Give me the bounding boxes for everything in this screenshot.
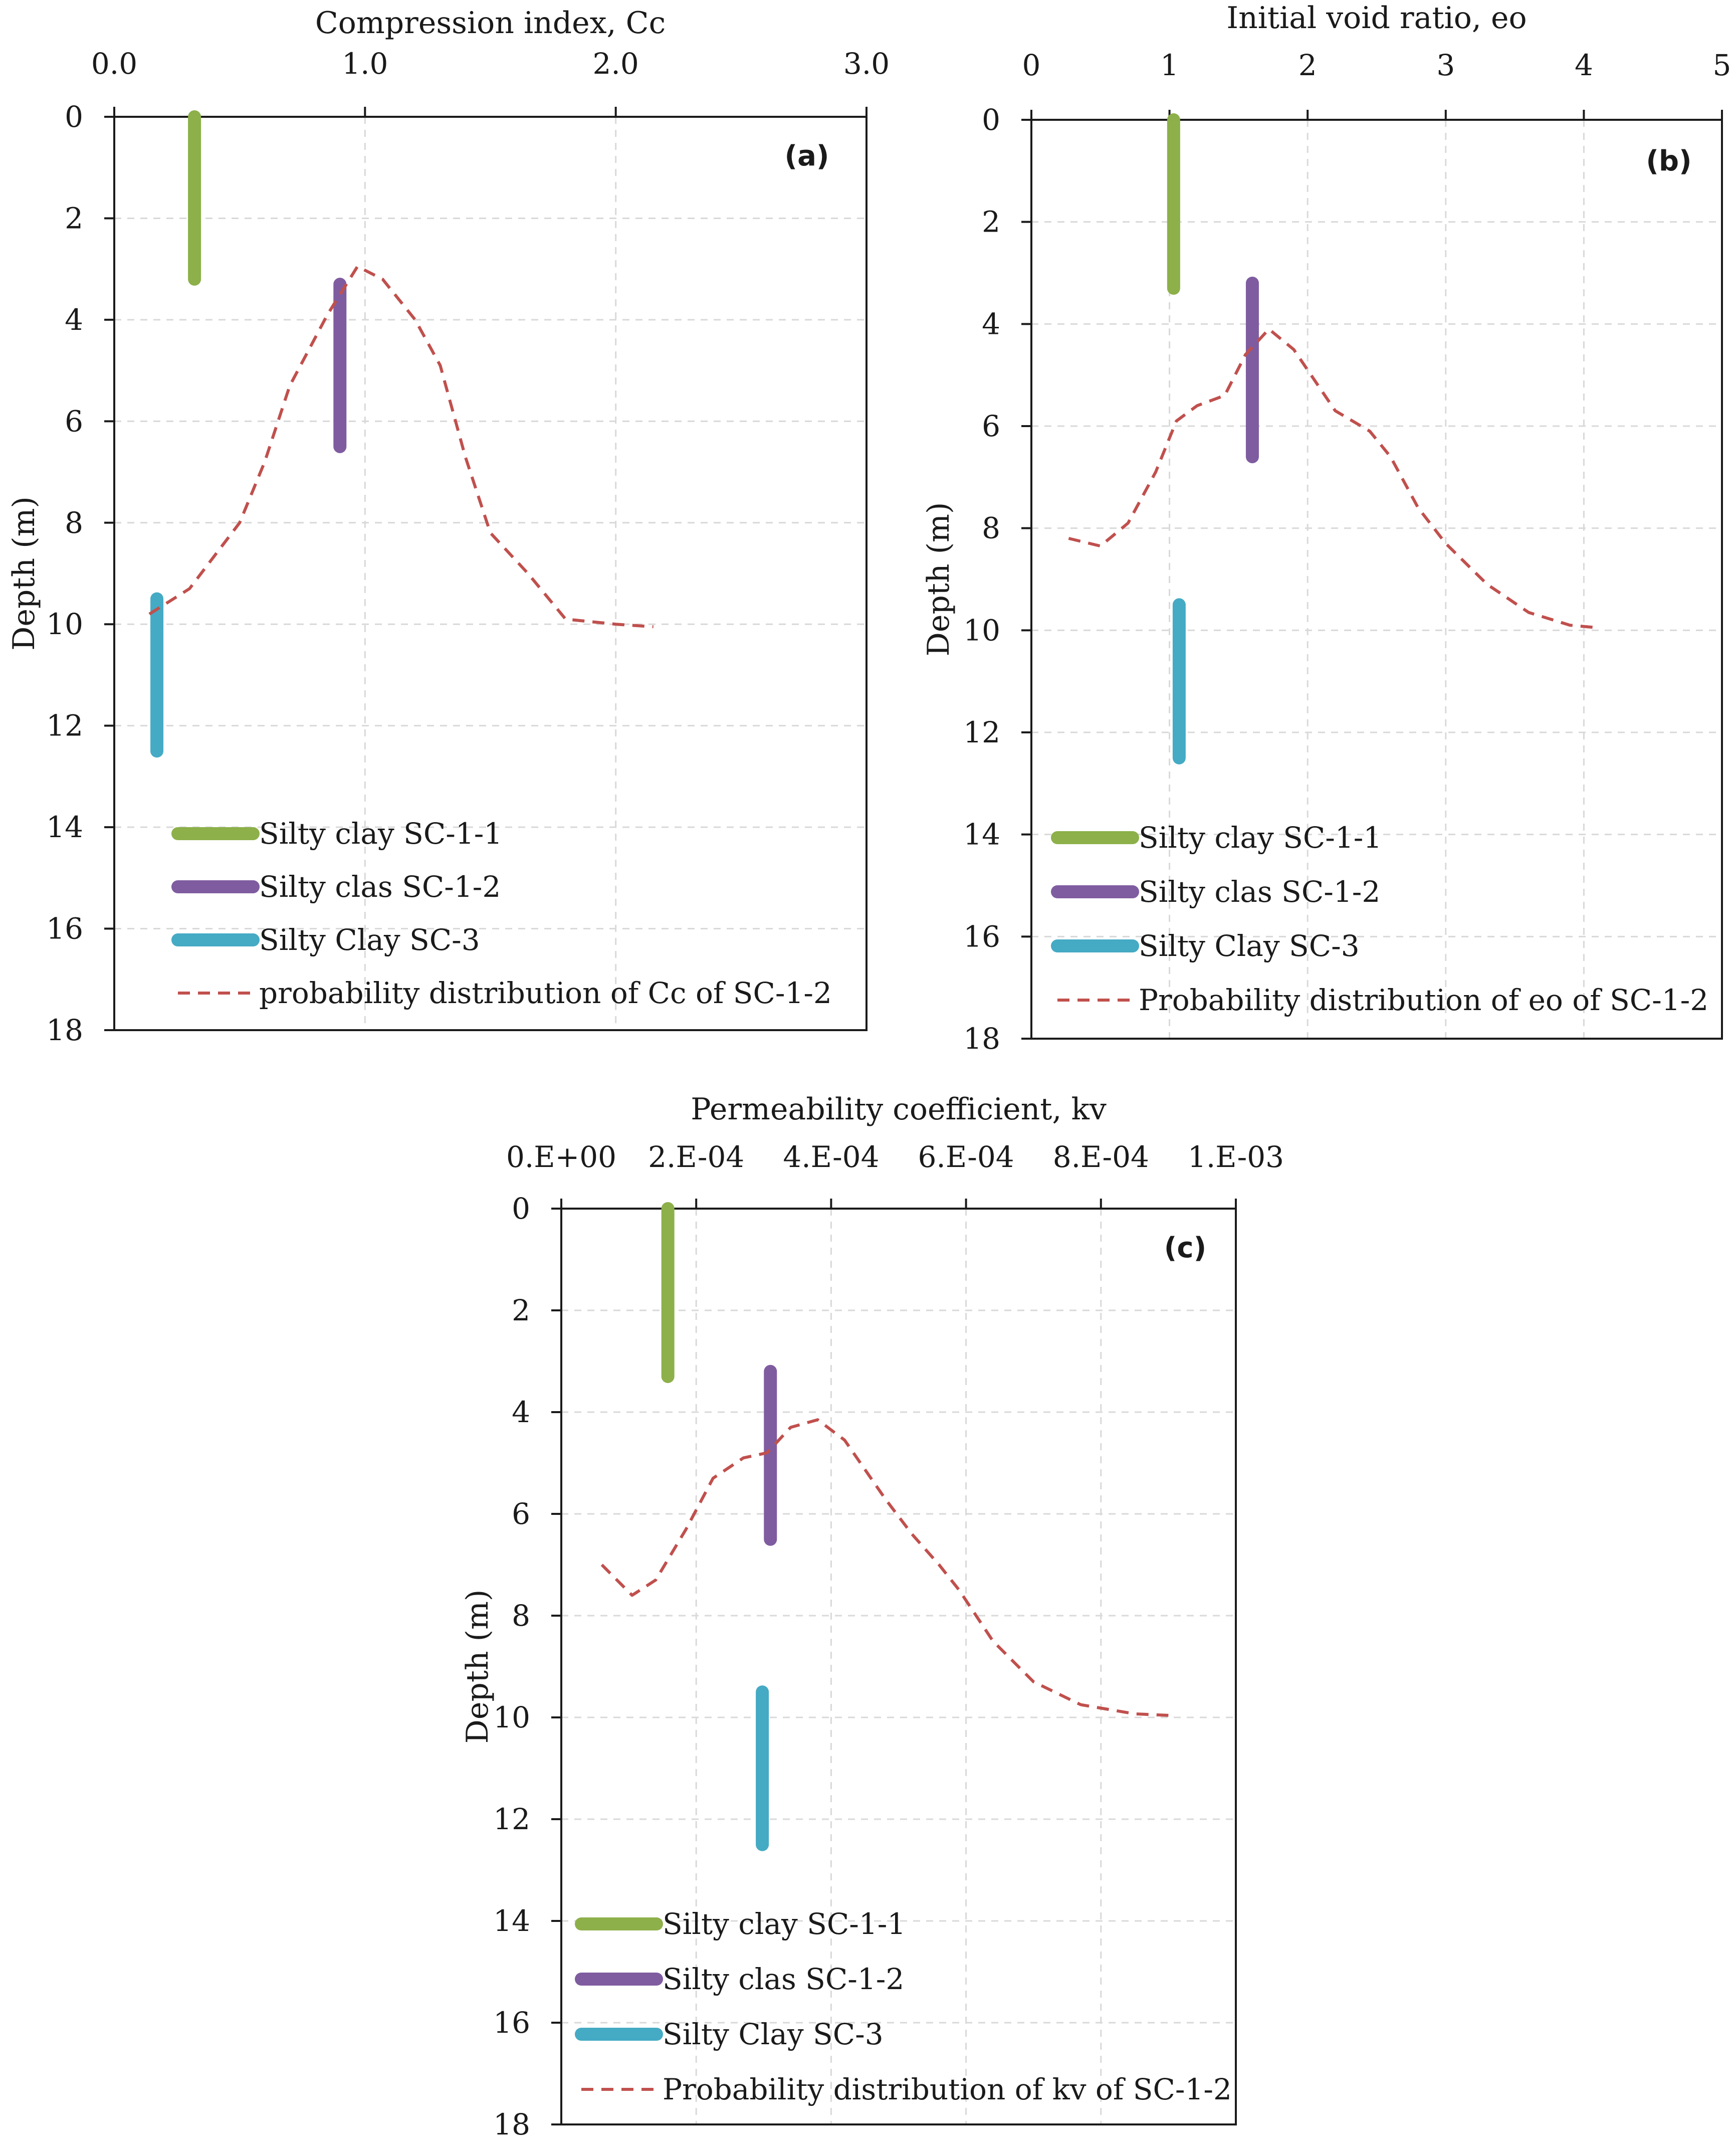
y-tick-label-c-4: 8 xyxy=(512,1599,530,1633)
series-dashed-line-a-3 xyxy=(148,265,654,629)
y-tick-label-a-5: 10 xyxy=(46,607,83,641)
x-axis-title-c: Permeability coefficient, kv xyxy=(691,1092,1107,1127)
plot-frame-c xyxy=(560,1208,1237,2125)
y-tick-label-b-2: 4 xyxy=(982,307,1000,341)
legend-label-c-2: Silty Clay SC-3 xyxy=(663,2017,884,2051)
y-tick-label-c-7: 14 xyxy=(493,1904,530,1938)
legend-label-b-0: Silty clay SC-1-1 xyxy=(1139,821,1382,855)
y-tick-label-b-9: 18 xyxy=(963,1022,1000,1056)
x-tick-label-c-5: 1.E-03 xyxy=(1188,1140,1284,1174)
x-tick-label-c-1: 2.E-04 xyxy=(648,1140,744,1174)
x-tick-label-b-4: 4 xyxy=(1575,48,1593,82)
y-tick-label-b-1: 2 xyxy=(982,205,1000,239)
series-dashed-line-b-3 xyxy=(1068,327,1598,630)
x-tick-label-a-2: 2.0 xyxy=(593,47,639,81)
x-tick-label-c-0: 0.E+00 xyxy=(506,1140,616,1174)
chart-panel-c: 0.E+00 2.E-04 4.E-04 6.E-04 8.E-04 1.E-03 0 2 4 6… xyxy=(460,1092,1284,2141)
y-tick-label-c-3: 6 xyxy=(512,1497,530,1531)
plot-frame-b xyxy=(1030,119,1723,1040)
y-axis-title-a: Depth (m) xyxy=(7,496,42,651)
legend-label-a-1: Silty clas SC-1-2 xyxy=(259,870,501,904)
x-tick-label-c-2: 4.E-04 xyxy=(783,1140,879,1174)
y-tick-label-c-6: 12 xyxy=(493,1802,530,1836)
y-tick-label-a-7: 14 xyxy=(46,810,83,844)
x-tick-label-b-1: 1 xyxy=(1160,48,1179,82)
y-tick-label-c-9: 18 xyxy=(493,2107,530,2141)
y-tick-label-a-1: 2 xyxy=(65,201,83,235)
legend-label-a-3: probability distribution of Cc of SC-1-2 xyxy=(259,976,832,1010)
y-axis-title-c: Depth (m) xyxy=(460,1590,495,1744)
legend-a: Silty clay SC-1-1 Silty clas SC-1-2 Silty … xyxy=(171,817,832,1010)
x-tick-label-b-0: 0 xyxy=(1022,48,1041,82)
legend-label-b-1: Silty clas SC-1-2 xyxy=(1139,875,1380,909)
x-tick-label-a-0: 0.0 xyxy=(91,47,137,81)
y-tick-label-a-0: 0 xyxy=(65,100,83,134)
x-tick-label-a-3: 3.0 xyxy=(843,47,890,81)
x-tick-label-b-2: 2 xyxy=(1298,48,1317,82)
y-tick-label-b-0: 0 xyxy=(982,103,1000,137)
legend-b: Silty clay SC-1-1 Silty clas SC-1-2 Silty … xyxy=(1051,821,1708,1017)
x-tick-label-c-3: 6.E-04 xyxy=(918,1140,1014,1174)
y-tick-label-a-4: 8 xyxy=(65,506,83,540)
legend-label-a-2: Silty Clay SC-3 xyxy=(259,923,480,957)
y-tick-label-c-0: 0 xyxy=(512,1192,530,1226)
x-axis-title-b: Initial void ratio, eo xyxy=(1226,1,1527,36)
y-axis-title-b: Depth (m) xyxy=(921,502,956,657)
x-tick-label-c-4: 8.E-04 xyxy=(1053,1140,1149,1174)
y-tick-label-a-9: 18 xyxy=(46,1013,83,1047)
y-tick-label-c-2: 4 xyxy=(512,1395,530,1429)
y-tick-label-b-4: 8 xyxy=(982,511,1000,545)
y-tick-label-b-3: 6 xyxy=(982,409,1000,443)
x-tick-label-b-3: 3 xyxy=(1436,48,1455,82)
panel-label-a: (a) xyxy=(785,140,829,172)
chart-panel-a: 0.0 1.0 2.0 3.0 0 2 4 6 8 10 12 14 16 18 Compression i… xyxy=(7,6,890,1047)
legend-label-b-2: Silty Clay SC-3 xyxy=(1139,929,1360,963)
x-tick-label-b-5: 5 xyxy=(1713,48,1731,82)
y-tick-label-b-5: 10 xyxy=(963,613,1000,647)
y-tick-label-a-3: 6 xyxy=(65,404,83,438)
y-tick-label-b-6: 12 xyxy=(963,715,1000,749)
panel-label-b: (b) xyxy=(1646,145,1691,177)
y-tick-label-a-2: 4 xyxy=(65,303,83,337)
y-tick-label-c-8: 16 xyxy=(493,2006,530,2040)
y-tick-label-b-7: 14 xyxy=(963,818,1000,852)
series-dashed-line-c-3 xyxy=(600,1418,1169,1717)
legend-c: Silty clay SC-1-1 Silty clas SC-1-2 Silty … xyxy=(575,1907,1232,2106)
y-tick-label-a-8: 16 xyxy=(46,912,83,946)
y-tick-label-c-5: 10 xyxy=(493,1700,530,1734)
legend-label-b-3: Probability distribution of eo of SC-1-2 xyxy=(1139,983,1708,1017)
y-tick-label-a-6: 12 xyxy=(46,709,83,743)
x-axis-title-a: Compression index, Cc xyxy=(315,6,666,41)
legend-label-c-0: Silty clay SC-1-1 xyxy=(663,1907,906,1941)
legend-label-c-3: Probability distribution of kv of SC-1-2 xyxy=(663,2072,1232,2106)
legend-label-c-1: Silty clas SC-1-2 xyxy=(663,1962,904,1996)
y-tick-label-b-8: 16 xyxy=(963,919,1000,953)
legend-label-a-0: Silty clay SC-1-1 xyxy=(259,817,502,851)
y-tick-label-c-1: 2 xyxy=(512,1293,530,1327)
x-tick-label-a-1: 1.0 xyxy=(342,47,388,81)
panel-label-c: (c) xyxy=(1164,1232,1206,1264)
plot-frame-a xyxy=(113,116,867,1031)
